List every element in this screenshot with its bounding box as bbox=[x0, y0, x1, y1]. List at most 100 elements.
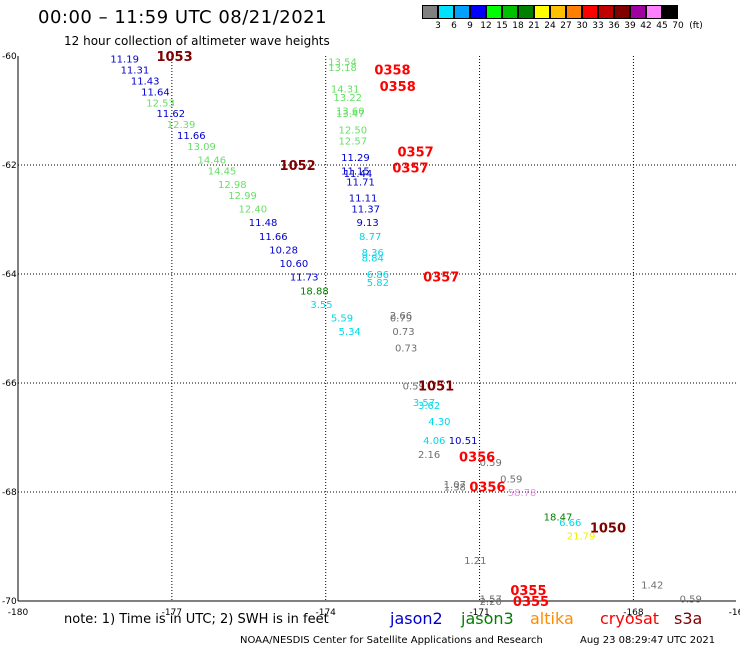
wave-height-point: 13.18 bbox=[328, 63, 357, 74]
wave-height-point: 12.50 bbox=[339, 126, 368, 137]
wave-height-point: 12.40 bbox=[239, 205, 268, 216]
sat-altika: altika bbox=[530, 609, 574, 628]
wave-height-point: 0.79 bbox=[390, 314, 412, 325]
legend-swatch bbox=[582, 5, 598, 19]
time-label: 0356 bbox=[469, 481, 505, 496]
legend-swatch bbox=[646, 5, 662, 19]
x-tick-label: -16 bbox=[729, 608, 740, 618]
wave-height-point: 13.47 bbox=[336, 109, 365, 120]
legend-label: (ft) bbox=[689, 21, 703, 31]
wave-height-point: 11.71 bbox=[346, 177, 375, 188]
generated-timestamp: Aug 23 08:29:47 UTC 2021 bbox=[580, 635, 716, 646]
wave-height-point: 2.16 bbox=[418, 450, 440, 461]
legend-swatch bbox=[662, 5, 678, 19]
color-scale-legend: 3 6 9 12 15 18 21 24 27 30 33 36 39 42 45 70 (ft) bbox=[422, 5, 740, 33]
wave-height-point: 12.53 bbox=[146, 98, 175, 109]
wave-height-point: 3.57 bbox=[413, 398, 435, 409]
y-tick-label: -70 bbox=[2, 597, 17, 607]
wave-height-point: 8.84 bbox=[362, 254, 384, 265]
time-label: 1052 bbox=[280, 159, 316, 174]
wave-height-point: 10.60 bbox=[280, 259, 309, 270]
time-label: 0357 bbox=[398, 145, 434, 160]
wave-height-point: 0.59 bbox=[480, 458, 502, 469]
legend-label: 6 bbox=[451, 21, 457, 31]
legend-label: 18 bbox=[512, 21, 524, 31]
legend-swatch bbox=[470, 5, 486, 19]
wave-height-point: 8.77 bbox=[359, 232, 381, 243]
wave-height-point: 18.88 bbox=[300, 286, 329, 297]
wave-height-point: 0.59 bbox=[403, 382, 425, 393]
legend-swatches bbox=[422, 5, 740, 19]
legend-label: 70 bbox=[672, 21, 684, 31]
wave-height-point: 10.28 bbox=[269, 245, 298, 256]
wave-height-point: 4.06 bbox=[423, 436, 445, 447]
chart-subtitle: 12 hour collection of altimeter wave hei… bbox=[64, 34, 330, 48]
legend-label: 45 bbox=[656, 21, 668, 31]
legend-label: 9 bbox=[467, 21, 473, 31]
wave-height-point: 14.45 bbox=[208, 166, 237, 177]
wave-height-point: 18.47 bbox=[544, 513, 573, 524]
legend-swatch bbox=[502, 5, 518, 19]
legend-label: 27 bbox=[560, 21, 572, 31]
legend-swatch bbox=[486, 5, 502, 19]
footer-note: note: 1) Time is in UTC; 2) SWH is in fe… bbox=[64, 612, 329, 627]
wave-height-point: 9.13 bbox=[356, 218, 378, 229]
time-label: 0356 bbox=[459, 451, 495, 466]
y-tick-label: -64 bbox=[2, 270, 17, 280]
y-tick-label: -68 bbox=[2, 488, 17, 498]
wave-height-point: 0.59 bbox=[500, 474, 522, 485]
wave-height-point: 11.48 bbox=[249, 218, 278, 229]
wave-height-point: 1.38 bbox=[444, 483, 466, 494]
wave-height-point: 14.46 bbox=[198, 156, 227, 167]
wave-height-point: 11.43 bbox=[131, 77, 160, 88]
legend-label: 33 bbox=[592, 21, 604, 31]
legend-swatch bbox=[630, 5, 646, 19]
legend-label: 12 bbox=[480, 21, 492, 31]
wave-height-point: 0.73 bbox=[392, 327, 414, 338]
wave-height-point: 1.07 bbox=[444, 480, 466, 491]
legend-label: 42 bbox=[640, 21, 652, 31]
sat-cryosat: cryosat bbox=[600, 609, 660, 628]
wave-height-point: 11.62 bbox=[156, 109, 185, 120]
wave-height-point: 5.59 bbox=[331, 314, 353, 325]
legend-label: 30 bbox=[576, 21, 588, 31]
wave-height-point: 12.57 bbox=[339, 136, 368, 147]
wave-height-point: 2.20 bbox=[480, 597, 502, 608]
wave-height-point: 11.19 bbox=[110, 55, 139, 66]
wave-height-point: 11.37 bbox=[351, 205, 380, 216]
chart-grid bbox=[17, 56, 736, 602]
wave-height-point: 4.30 bbox=[428, 417, 450, 428]
sat-s3a: s3a bbox=[674, 609, 703, 628]
wave-height-point: 11.29 bbox=[341, 153, 370, 164]
time-label: 0357 bbox=[392, 162, 428, 177]
wave-height-point: 10.51 bbox=[449, 436, 478, 447]
time-label: 0358 bbox=[374, 64, 410, 79]
wave-height-point: 0.73 bbox=[395, 344, 417, 355]
wave-height-point: 11.11 bbox=[349, 194, 378, 205]
legend-label: 39 bbox=[624, 21, 636, 31]
sat-jason2: jason2 bbox=[390, 609, 443, 628]
wave-height-point: 14.31 bbox=[331, 85, 360, 96]
wave-height-point: 21.79 bbox=[567, 532, 596, 543]
wave-height-point: 11.73 bbox=[290, 273, 319, 284]
y-tick-label: -60 bbox=[2, 52, 17, 62]
x-tick-label: -180 bbox=[8, 608, 29, 618]
x-tick-label: -174 bbox=[315, 608, 336, 618]
time-label: 0355 bbox=[510, 584, 546, 599]
wave-height-point: 5.34 bbox=[339, 327, 361, 338]
wave-height-point: 13.54 bbox=[328, 57, 357, 68]
legend-swatch bbox=[534, 5, 550, 19]
wave-height-point: 11.64 bbox=[141, 87, 170, 98]
time-label: 1053 bbox=[156, 50, 192, 65]
legend-label: 3 bbox=[435, 21, 441, 31]
legend-swatch bbox=[566, 5, 582, 19]
x-tick-label: -171 bbox=[469, 608, 489, 618]
x-tick-label: -177 bbox=[162, 608, 182, 618]
sat-jason3: jason3 bbox=[461, 609, 514, 628]
x-tick-label: -168 bbox=[623, 608, 644, 618]
legend-swatch bbox=[454, 5, 470, 19]
wave-height-point: 13.60 bbox=[336, 107, 365, 118]
wave-height-point: 12.98 bbox=[218, 180, 247, 191]
